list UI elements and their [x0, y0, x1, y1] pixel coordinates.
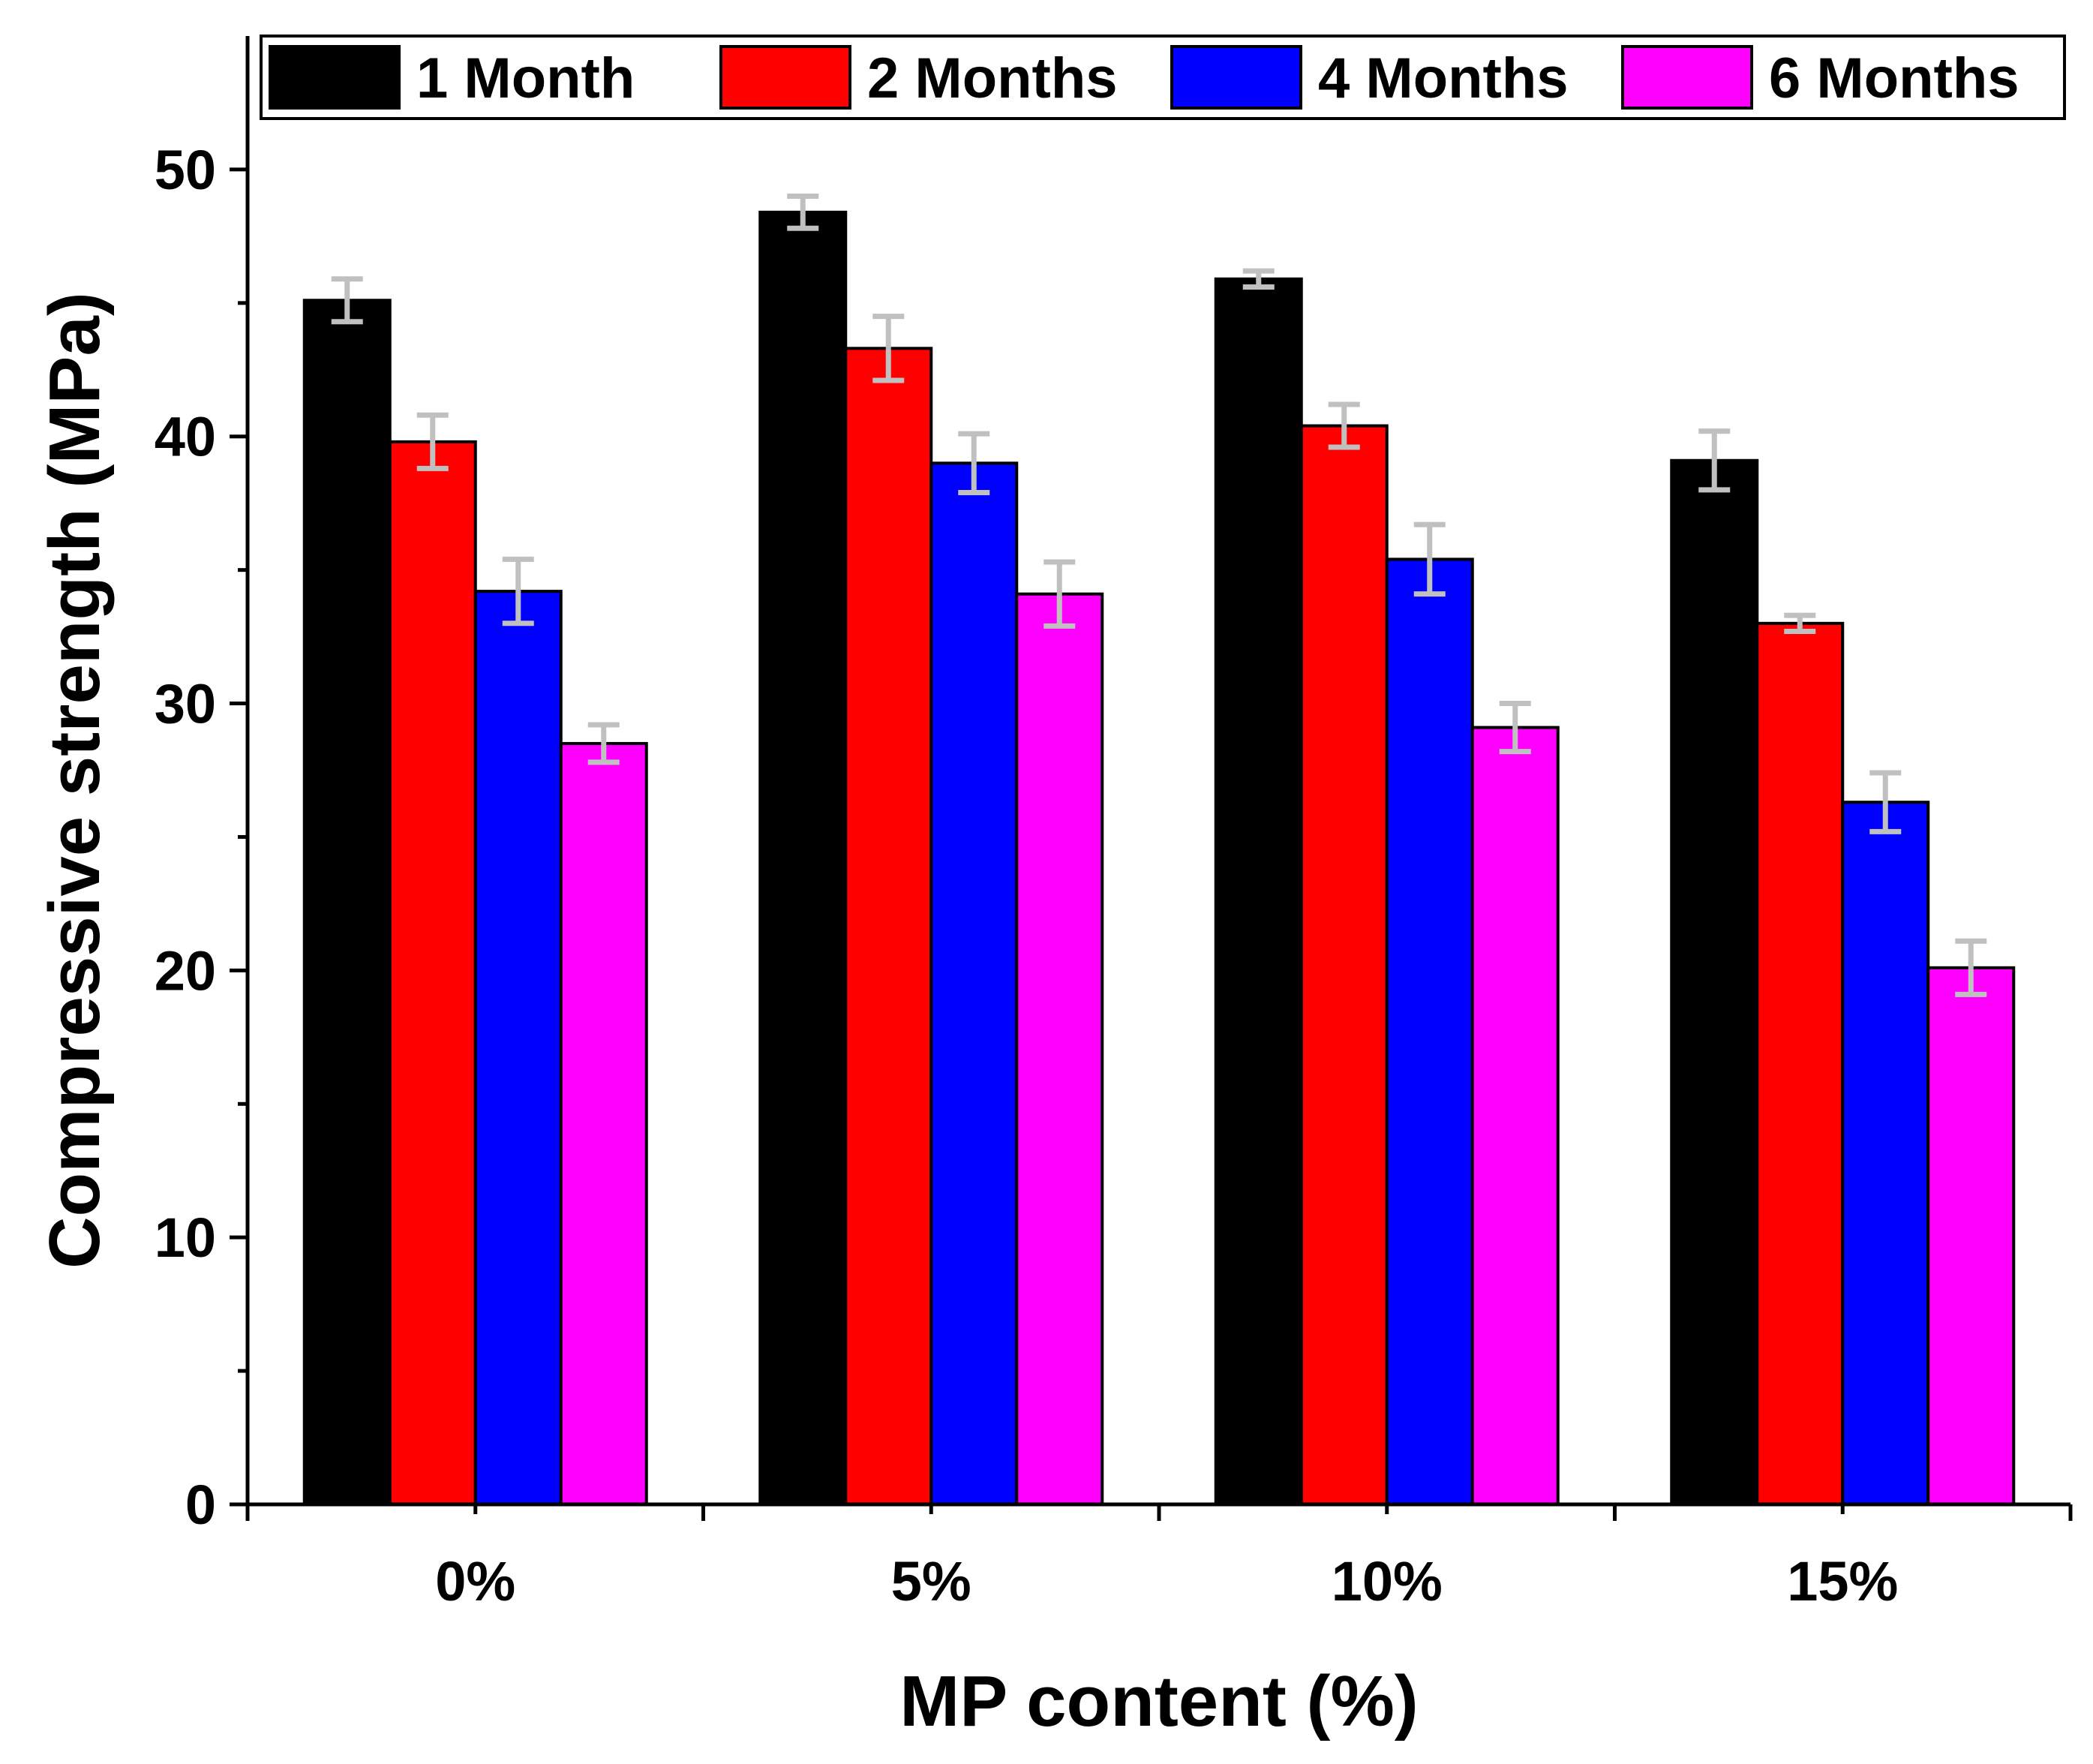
error-bar [787, 193, 819, 231]
error-bar [1784, 612, 1816, 634]
legend-label: 6 Months [1769, 47, 2019, 110]
error-bar [872, 314, 905, 383]
error-bar [1955, 938, 1987, 997]
y-tick-label: 30 [155, 673, 216, 735]
bar-2-months-15pct [1755, 621, 1845, 1506]
bar-6-months-15pct [1926, 966, 2016, 1506]
axes: 0 10 20 30 40 50 0% 5% 10% 15% [155, 36, 2073, 1612]
error-bar [331, 276, 363, 325]
error-bar [1413, 521, 1446, 597]
error-bar [587, 722, 620, 765]
bar-2-months-5pct [844, 347, 933, 1507]
error-bar [1698, 428, 1731, 493]
legend-frame [260, 35, 2066, 120]
legend-swatch [1621, 45, 1753, 110]
x-tick-label: 15% [1787, 1550, 1898, 1612]
legend-label: 4 Months [1318, 47, 1569, 110]
error-bar [1328, 401, 1360, 450]
error-bar [1043, 559, 1076, 629]
x-tick-label: 0% [435, 1550, 515, 1612]
error-bar [1869, 770, 1902, 834]
x-tick-label: 10% [1332, 1550, 1443, 1612]
bar-1-month-0pct [302, 299, 392, 1506]
legend-swatch [269, 45, 401, 110]
bar-4-months-15pct [1841, 801, 1930, 1507]
y-tick-label: 0 [185, 1474, 216, 1536]
legend-label: 1 Month [416, 47, 635, 110]
plot-area [302, 193, 2016, 1507]
x-tick-label: 5% [891, 1550, 971, 1612]
bar-4-months-10pct [1385, 557, 1474, 1506]
bar-2-months-0pct [388, 440, 477, 1506]
bar-1-month-15pct [1670, 458, 1759, 1507]
y-axis-title: Compressive strength (MPa) [35, 292, 115, 1269]
y-tick-label: 10 [155, 1207, 216, 1269]
legend-swatch [1170, 45, 1302, 110]
legend-label: 2 Months [867, 47, 1118, 110]
y-tick-label: 40 [155, 406, 216, 468]
bar-6-months-0pct [559, 741, 648, 1506]
error-bar [1242, 268, 1275, 290]
bar-4-months-0pct [473, 590, 563, 1506]
x-axis-title: MP content (%) [899, 1661, 1419, 1741]
bar-4-months-5pct [929, 461, 1019, 1506]
error-bar [502, 556, 534, 627]
y-tick-label: 20 [155, 939, 216, 1002]
bar-6-months-5pct [1015, 592, 1104, 1506]
legend-swatch [719, 45, 851, 110]
error-bar [1499, 701, 1531, 755]
error-bar [416, 412, 449, 471]
bar-2-months-10pct [1299, 424, 1389, 1507]
error-bar [958, 431, 990, 495]
legend: 1 Month 2 Months 4 Months 6 Months [260, 35, 2066, 120]
bar-1-month-5pct [758, 210, 848, 1507]
y-tick-label: 50 [155, 139, 216, 201]
bar-6-months-10pct [1470, 726, 1560, 1506]
bar-1-month-10pct [1214, 277, 1303, 1506]
